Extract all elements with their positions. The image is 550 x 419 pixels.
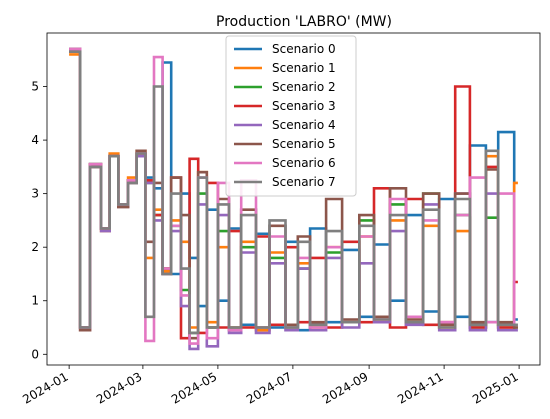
plot-area [69, 47, 518, 351]
legend-label: Scenario 0 [272, 42, 336, 56]
series-line-7 [69, 50, 518, 335]
legend-label: Scenario 1 [272, 61, 336, 75]
x-tick-label: 2024-05 [169, 369, 219, 406]
y-tick-label: 5 [31, 80, 39, 94]
series-line-1 [69, 53, 518, 332]
legend-label: Scenario 7 [272, 175, 336, 189]
legend-box [225, 35, 357, 197]
x-tick-label: 2024-09 [320, 369, 370, 406]
y-tick-label: 4 [31, 133, 39, 147]
y-tick-label: 1 [31, 294, 39, 308]
x-tick-label: 2024-01 [20, 369, 70, 406]
y-tick-label: 0 [31, 347, 39, 361]
y-tick-label: 3 [31, 187, 39, 201]
chart-title: Production 'LABRO' (MW) [216, 14, 392, 30]
legend-label: Scenario 3 [272, 99, 336, 113]
y-tick-label: 2 [31, 240, 39, 254]
legend-label: Scenario 2 [272, 80, 336, 94]
axes-frame [46, 32, 541, 366]
legend: Scenario 0 Scenario 1 Scenario 2 Scenario 3… [225, 35, 357, 197]
x-tick-label: 2025-01 [470, 369, 520, 406]
x-axis: 2024-01 2024-03 2024-05 2024-07 2024-09 2024-… [20, 365, 521, 407]
legend-label: Scenario 5 [272, 137, 336, 151]
x-tick-label: 2024-03 [94, 369, 144, 406]
legend-label: Scenario 6 [272, 156, 336, 170]
y-axis: 0 1 2 3 4 5 [31, 80, 47, 361]
x-tick-label: 2024-07 [244, 369, 294, 406]
legend-label: Scenario 4 [272, 118, 336, 132]
x-tick-label: 2024-11 [395, 369, 445, 406]
